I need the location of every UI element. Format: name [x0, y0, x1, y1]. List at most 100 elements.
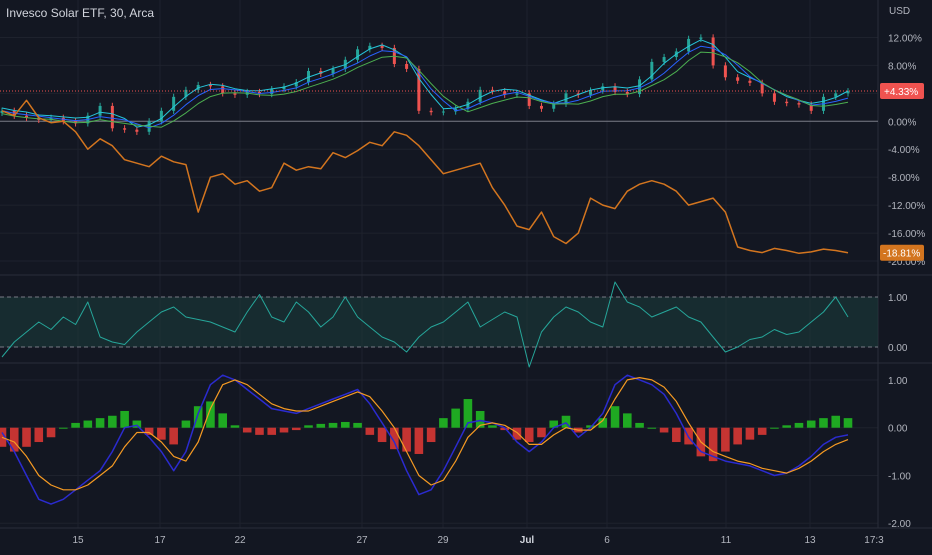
price-candle	[625, 91, 629, 95]
price-candle	[723, 65, 727, 78]
price-candle	[589, 90, 593, 95]
macd-histogram-bar	[733, 427, 742, 445]
macd-histogram-bar	[463, 399, 473, 428]
macd-histogram-bar	[561, 415, 571, 428]
price-candle	[356, 49, 360, 60]
price-candle	[650, 61, 654, 80]
macd-histogram-bar	[806, 420, 816, 428]
macd-histogram-bar	[242, 427, 252, 433]
osc-line	[1, 281, 849, 368]
macd-histogram-bar	[708, 427, 718, 462]
macd-histogram-bar	[475, 410, 485, 428]
price-candle	[417, 68, 421, 111]
macd-y-tick-label: 1.00	[888, 376, 908, 387]
price-candle	[0, 110, 4, 113]
macd-histogram-bar	[316, 423, 326, 428]
price-y-tick-label: 8.00%	[888, 61, 916, 72]
last-price-badge-label: +4.33%	[884, 87, 918, 98]
price-candle	[687, 38, 691, 52]
osc-y-tick-label: 1.00	[888, 293, 908, 304]
price-candle	[760, 82, 764, 94]
price-y-tick-label: -4.00%	[888, 145, 920, 156]
macd-histogram-bar	[206, 401, 215, 428]
macd-histogram-bar	[365, 427, 375, 435]
price-y-tick-label: 12.00%	[888, 33, 922, 44]
macd-histogram-bar	[794, 422, 804, 428]
macd-histogram-bar	[304, 425, 313, 428]
macd-histogram-bar	[144, 427, 154, 435]
macd-histogram-bar	[390, 427, 399, 450]
price-candle	[834, 93, 838, 97]
price-candle	[110, 105, 114, 129]
macd-y-tick-label: -1.00	[888, 471, 911, 482]
price-candle	[736, 77, 740, 81]
x-axis-label: 13	[804, 535, 816, 546]
price-candle	[613, 86, 617, 92]
last-price-badge	[880, 83, 924, 100]
osc-band-fill	[0, 297, 878, 347]
macd-histogram-bar	[488, 425, 497, 428]
price-y-tick-label: 0.00%	[888, 117, 916, 128]
price-candle	[380, 45, 384, 48]
macd-histogram-bar	[95, 418, 105, 428]
price-candle	[809, 104, 813, 111]
macd-histogram-bar	[537, 427, 546, 438]
price-candle	[405, 64, 409, 69]
price-candle	[429, 110, 433, 113]
macd-histogram-bar	[586, 425, 595, 428]
compare-badge-label: -18.81%	[883, 249, 920, 260]
price-candle	[638, 79, 642, 95]
compare-badge	[880, 244, 924, 261]
macd-histogram-bar	[279, 427, 289, 433]
macd-histogram-bar	[34, 427, 44, 443]
price-candle	[208, 84, 212, 87]
x-axis-label: 6	[604, 535, 610, 546]
macd-histogram-bar	[598, 418, 608, 428]
signal-line	[1, 377, 849, 491]
price-candle	[270, 89, 274, 95]
price-candle	[25, 115, 29, 118]
macd-y-tick-label: 0.00	[888, 424, 908, 435]
price-candle	[515, 93, 519, 95]
macd-line	[1, 374, 849, 505]
macd-histogram-bar	[157, 427, 166, 440]
macd-y-tick-label: -2.00	[888, 519, 911, 530]
x-axis-label: 11	[721, 535, 732, 546]
price-candle	[478, 89, 482, 102]
macd-histogram-bar	[451, 408, 460, 428]
price-candle	[772, 93, 776, 102]
price-candle	[135, 129, 139, 132]
price-candle	[159, 110, 163, 122]
macd-histogram-bar	[46, 427, 56, 438]
macd-histogram-bar	[757, 427, 767, 435]
price-candle	[454, 108, 458, 112]
price-candle	[748, 80, 752, 83]
macd-histogram-bar	[672, 427, 681, 443]
macd-histogram-bar	[721, 427, 730, 452]
price-y-tick-label: -16.00%	[888, 229, 925, 240]
macd-histogram-bar	[659, 427, 669, 433]
macd-histogram-bar	[267, 427, 277, 435]
macd-histogram-bar	[623, 413, 632, 428]
macd-histogram-bar	[59, 427, 68, 429]
osc-y-tick-label: 0.00	[888, 343, 908, 354]
currency-label: USD	[889, 6, 911, 17]
macd-histogram-bar	[500, 427, 509, 431]
price-candle	[221, 86, 225, 94]
price-candle	[785, 101, 789, 104]
macd-histogram-bar	[647, 427, 657, 429]
price-candle	[699, 37, 703, 39]
macd-histogram-bar	[169, 427, 178, 445]
x-axis-label: 17:3	[864, 535, 884, 546]
macd-histogram-bar	[291, 427, 301, 431]
macd-histogram-bar	[181, 420, 191, 428]
price-candle	[539, 105, 543, 109]
macd-histogram-bar	[120, 410, 129, 428]
price-candle	[368, 45, 372, 50]
macd-histogram-bar	[353, 422, 362, 428]
macd-histogram-bar	[132, 420, 142, 428]
price-candle	[527, 93, 531, 106]
x-axis-label: 27	[356, 535, 368, 546]
